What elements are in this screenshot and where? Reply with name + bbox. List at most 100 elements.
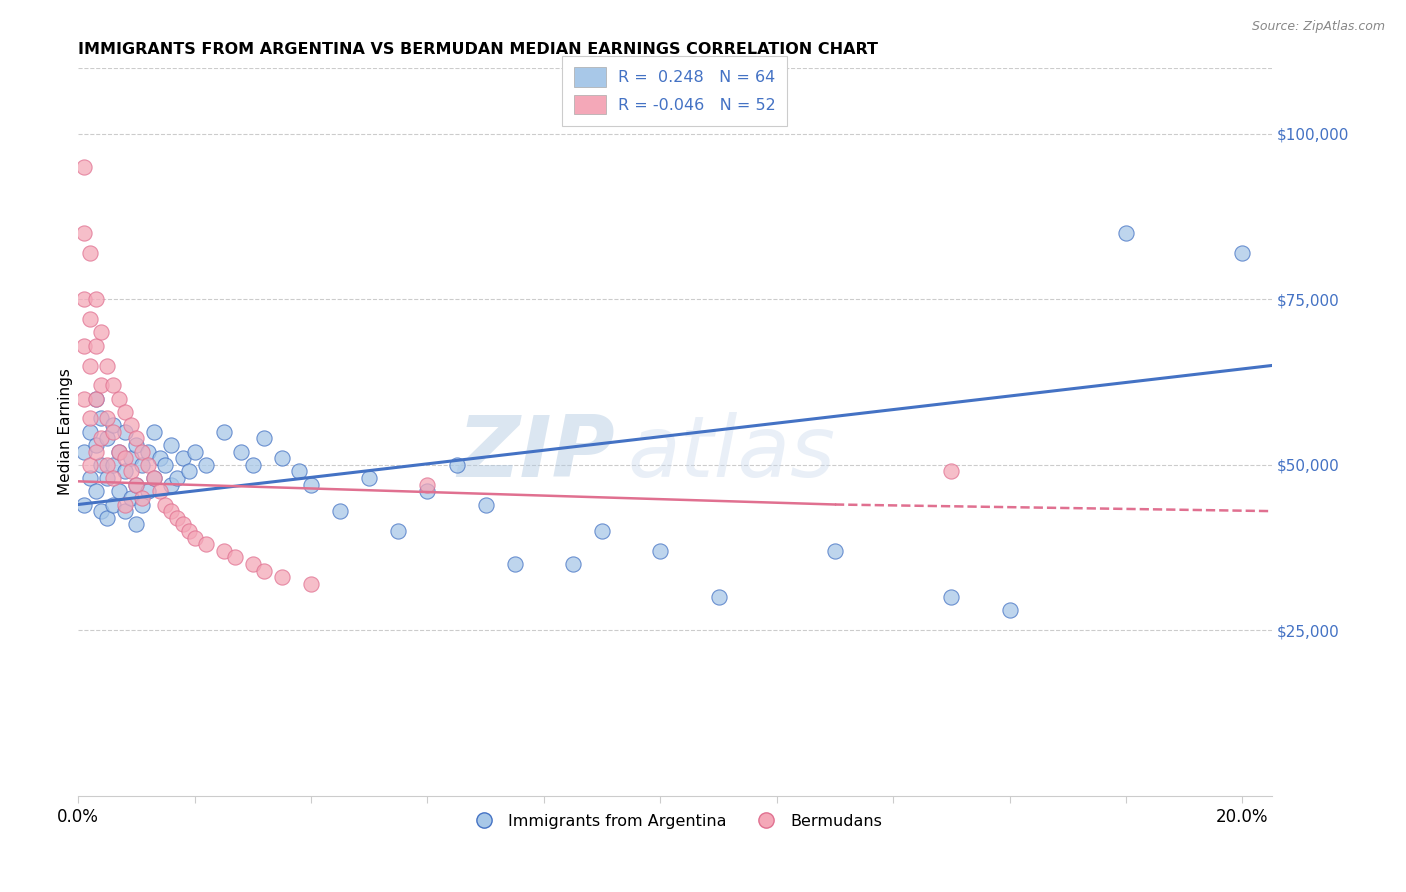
Point	[73, 293, 96, 307]
Point	[416, 477, 439, 491]
Point	[1115, 226, 1137, 240]
Point	[73, 160, 96, 174]
Point	[941, 464, 963, 478]
Point	[101, 458, 124, 472]
Point	[101, 498, 124, 512]
Point	[90, 411, 112, 425]
Point	[253, 431, 276, 445]
Point	[120, 464, 142, 478]
Point	[242, 458, 264, 472]
Point	[84, 293, 107, 307]
Point	[707, 590, 730, 604]
Point	[79, 359, 101, 373]
Point	[79, 458, 101, 472]
Point	[195, 458, 218, 472]
Point	[125, 431, 148, 445]
Point	[90, 431, 112, 445]
Point	[96, 359, 118, 373]
Point	[1232, 246, 1254, 260]
Point	[359, 471, 381, 485]
Point	[101, 471, 124, 485]
Point	[108, 444, 131, 458]
Point	[172, 517, 194, 532]
Point	[299, 577, 322, 591]
Point	[160, 504, 183, 518]
Point	[270, 570, 292, 584]
Point	[288, 464, 311, 478]
Point	[329, 504, 352, 518]
Point	[242, 557, 264, 571]
Point	[270, 451, 292, 466]
Point	[108, 484, 131, 499]
Point	[136, 444, 159, 458]
Point	[114, 425, 136, 439]
Point	[84, 444, 107, 458]
Point	[142, 471, 165, 485]
Text: atlas: atlas	[627, 412, 835, 495]
Point	[183, 444, 205, 458]
Point	[114, 464, 136, 478]
Point	[142, 471, 165, 485]
Point	[125, 477, 148, 491]
Point	[84, 338, 107, 352]
Point	[73, 498, 96, 512]
Point	[131, 498, 153, 512]
Point	[125, 477, 148, 491]
Point	[446, 458, 468, 472]
Point	[177, 464, 200, 478]
Point	[253, 564, 276, 578]
Point	[416, 484, 439, 499]
Point	[114, 498, 136, 512]
Point	[591, 524, 613, 538]
Point	[96, 510, 118, 524]
Point	[114, 504, 136, 518]
Point	[90, 326, 112, 340]
Point	[149, 484, 172, 499]
Point	[108, 444, 131, 458]
Point	[84, 392, 107, 406]
Point	[131, 491, 153, 505]
Point	[125, 438, 148, 452]
Point	[73, 392, 96, 406]
Point	[160, 438, 183, 452]
Point	[229, 444, 252, 458]
Point	[73, 444, 96, 458]
Point	[224, 550, 246, 565]
Point	[108, 392, 131, 406]
Point	[166, 510, 188, 524]
Point	[84, 392, 107, 406]
Point	[96, 411, 118, 425]
Point	[212, 425, 235, 439]
Point	[90, 378, 112, 392]
Point	[136, 458, 159, 472]
Text: IMMIGRANTS FROM ARGENTINA VS BERMUDAN MEDIAN EARNINGS CORRELATION CHART: IMMIGRANTS FROM ARGENTINA VS BERMUDAN ME…	[79, 42, 879, 57]
Point	[650, 544, 672, 558]
Point	[79, 471, 101, 485]
Point	[155, 458, 177, 472]
Point	[79, 411, 101, 425]
Point	[114, 405, 136, 419]
Point	[120, 418, 142, 433]
Point	[79, 312, 101, 326]
Point	[96, 471, 118, 485]
Point	[84, 438, 107, 452]
Point	[96, 458, 118, 472]
Point	[96, 431, 118, 445]
Point	[136, 484, 159, 499]
Point	[149, 451, 172, 466]
Point	[90, 458, 112, 472]
Point	[212, 544, 235, 558]
Point	[195, 537, 218, 551]
Legend: Immigrants from Argentina, Bermudans: Immigrants from Argentina, Bermudans	[461, 807, 889, 835]
Point	[155, 498, 177, 512]
Point	[299, 477, 322, 491]
Point	[131, 444, 153, 458]
Point	[101, 418, 124, 433]
Point	[562, 557, 585, 571]
Point	[120, 451, 142, 466]
Point	[73, 226, 96, 240]
Point	[142, 425, 165, 439]
Point	[73, 338, 96, 352]
Point	[824, 544, 846, 558]
Point	[166, 471, 188, 485]
